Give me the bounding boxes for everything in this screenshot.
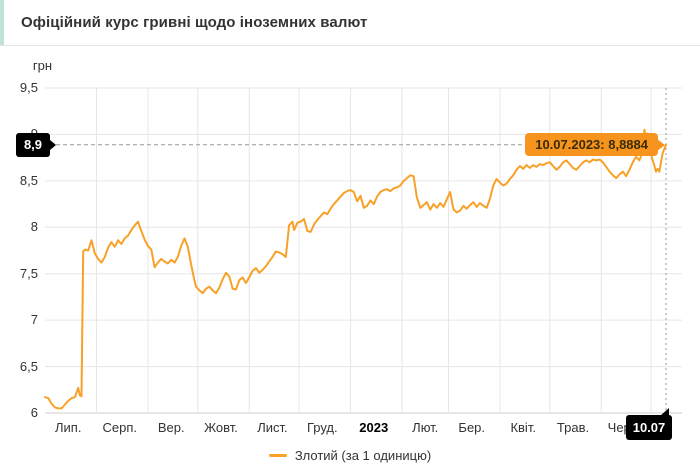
current-date-label: 10.07 [632,420,666,435]
y-tick-label: 6,5 [19,358,38,374]
badge-arrow-up-icon [660,408,669,416]
y-tick-label: 7,5 [19,265,38,281]
y-tick-label: 6 [30,405,38,420]
x-tick-label: Серп. [102,420,137,435]
x-tick-label: Лист. [257,420,288,435]
x-tick-label: 2023 [359,420,389,435]
current-value-label: 8,9 [23,137,43,153]
title-accent-bar [0,0,4,45]
x-tick-label: Квіт. [510,420,536,435]
badge-arrow-right-icon [50,139,56,150]
legend[interactable]: Злотий (за 1 одиницю) [0,448,700,463]
current-date-badge: 10.07 [626,408,672,440]
x-tick-label: Трав. [556,420,590,435]
x-tick-label: Жовт. [204,420,238,435]
x-tick-label: Груд. [306,420,338,435]
y-tick-label: 9,5 [19,80,38,95]
x-tick-label: Вер. [157,420,185,435]
y-axis-unit-label: грн [32,58,52,73]
exchange-rate-chart[interactable]: грн 9,598,587,576,56 Лип.Серп.Вер.Жовт.Л… [0,45,700,468]
y-tick-label: 8 [30,219,38,235]
y-tick-label: 7 [30,312,38,328]
tooltip-arrow-right-icon [657,138,665,151]
tooltip-text: 10.07.2023: 8,8884 [535,137,648,153]
current-value-badge: 8,9 [16,132,56,157]
series-line-zloty[interactable] [44,128,667,410]
legend-line-swatch [268,454,287,457]
x-tick-label: Бер. [458,420,486,435]
y-tick-label: 8,5 [19,172,38,188]
legend-label: Злотий (за 1 одиницю) [294,448,432,463]
page-title: Офіційний курс гривні щодо іноземних вал… [21,14,368,31]
x-tick-label: Лют. [412,420,439,435]
x-tick-label: Лип. [55,420,82,435]
title-bar: Офіційний курс гривні щодо іноземних вал… [0,0,700,46]
plot-area[interactable] [0,45,700,468]
chart-tooltip: 10.07.2023: 8,8884 [525,133,665,157]
